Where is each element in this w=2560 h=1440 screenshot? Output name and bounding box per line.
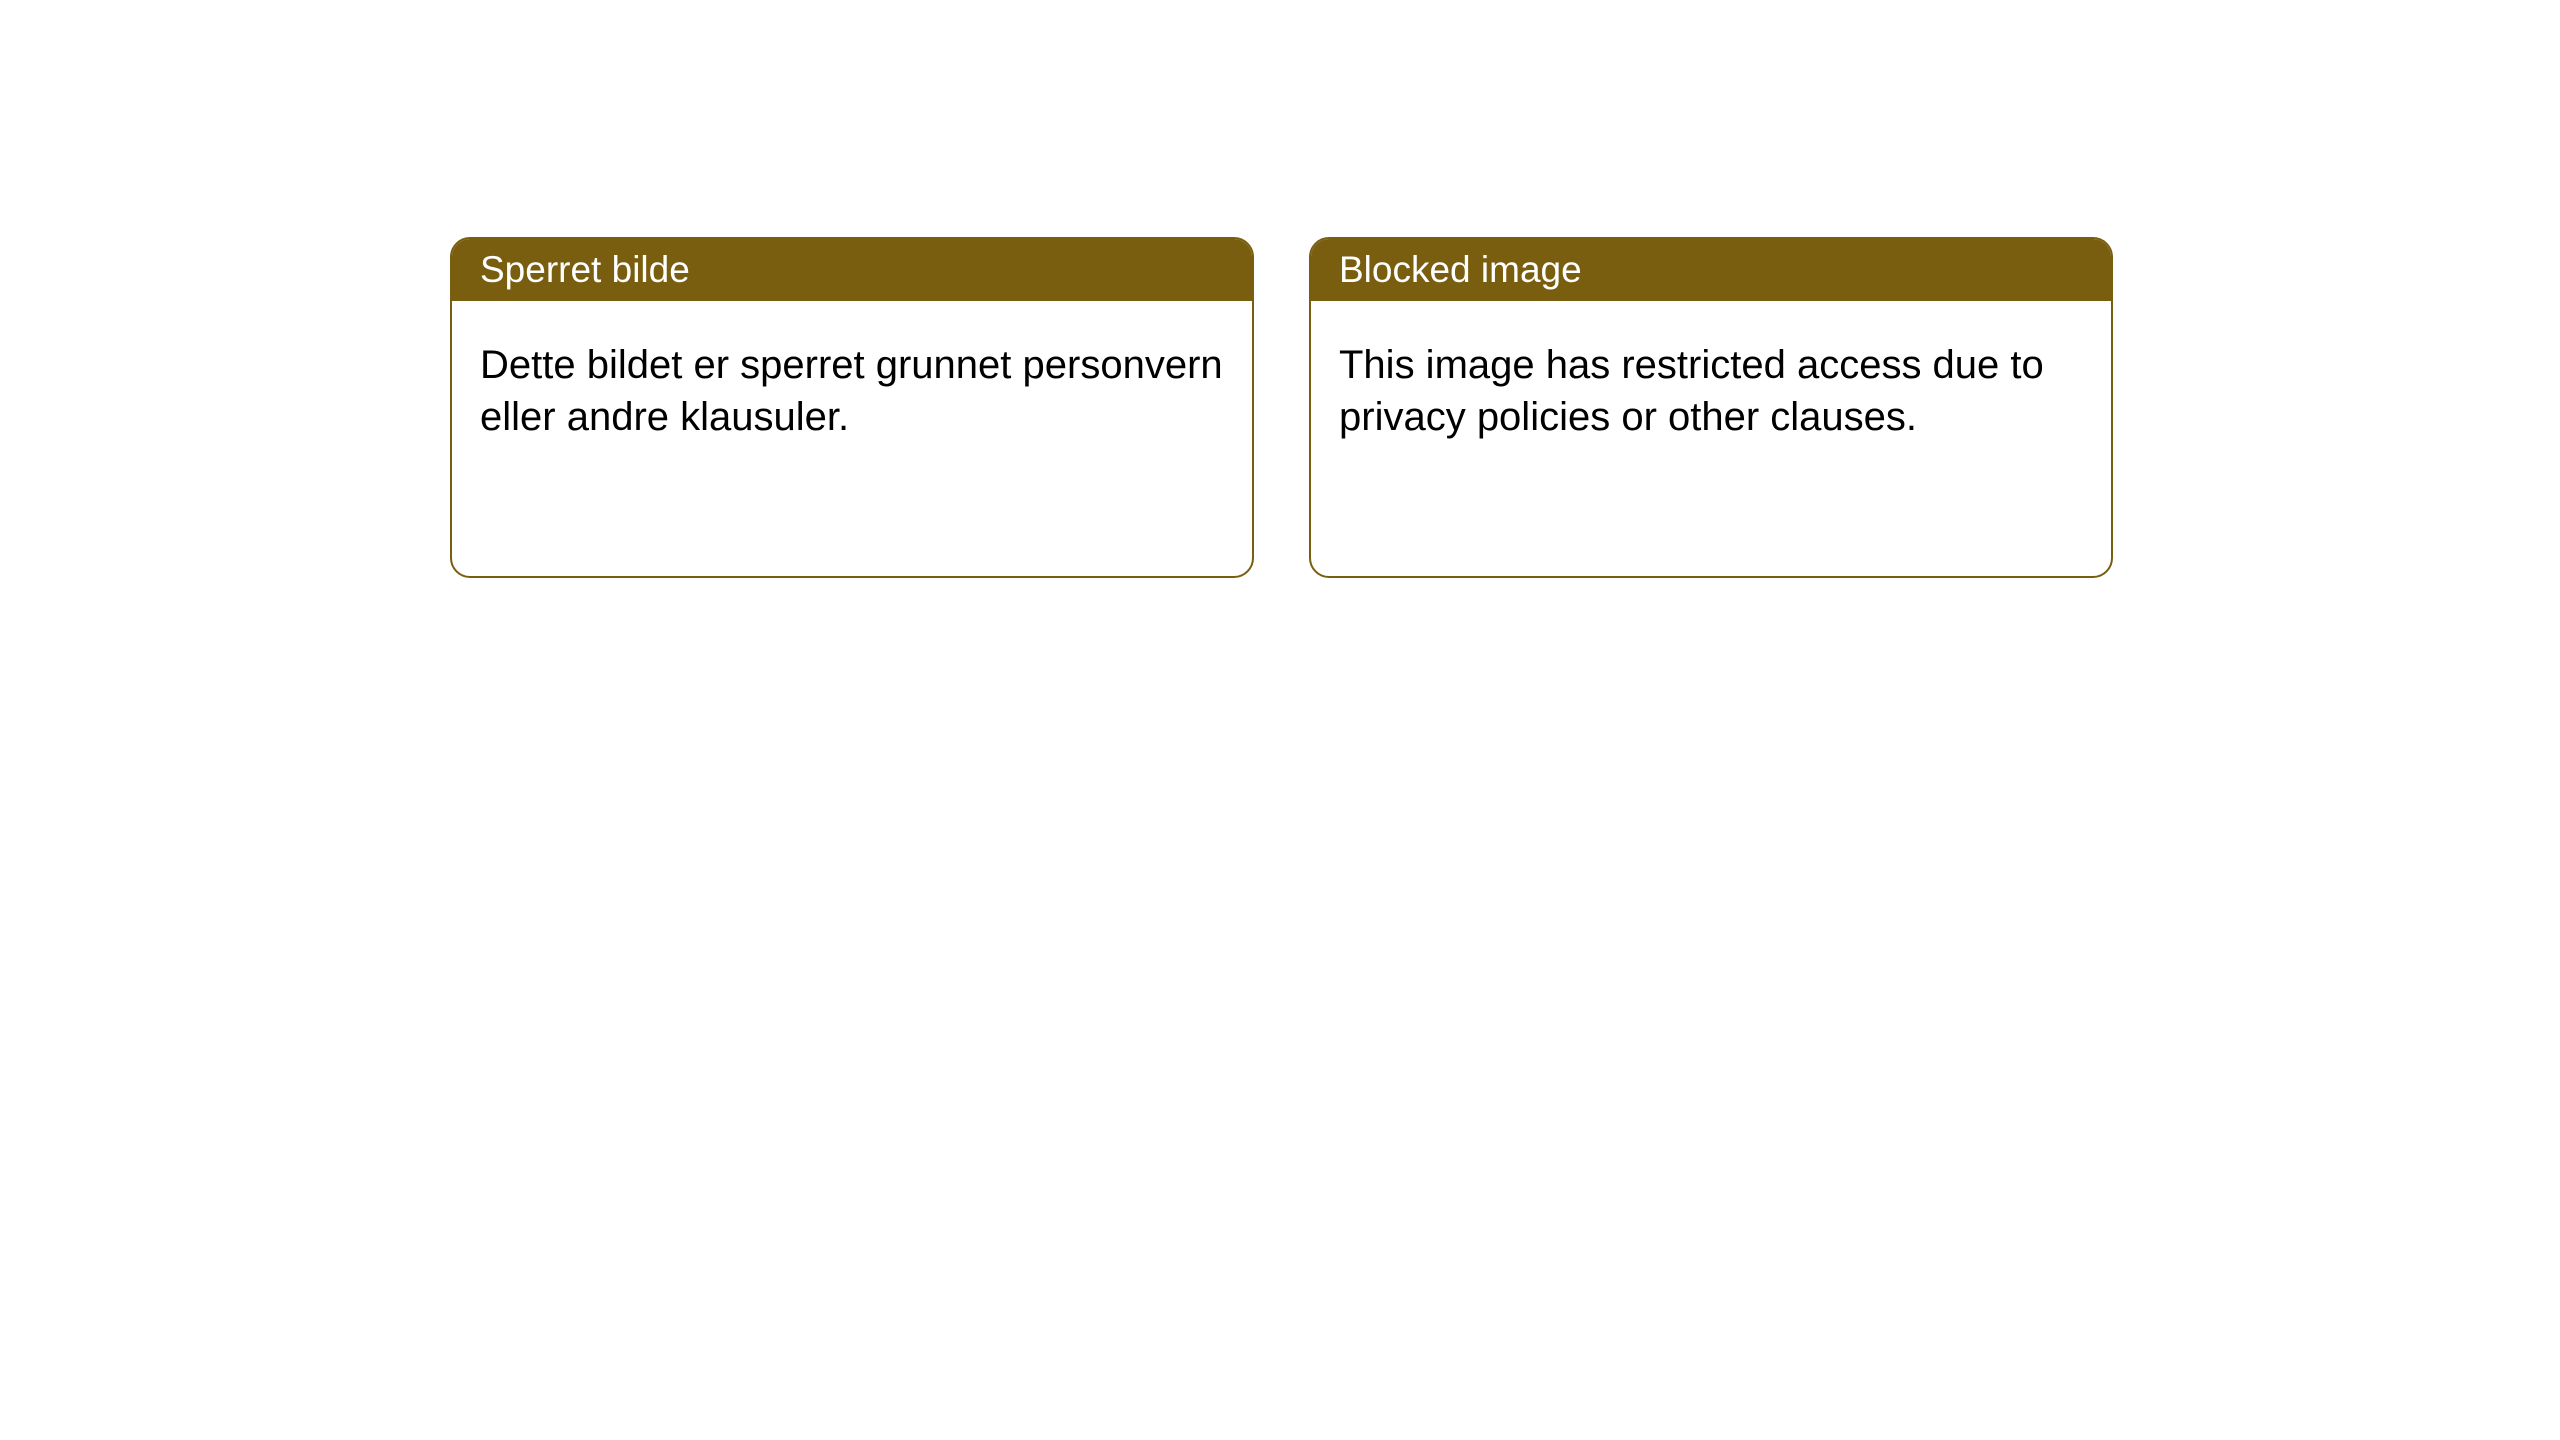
card-header: Blocked image [1311, 239, 2111, 301]
notice-cards-container: Sperret bilde Dette bildet er sperret gr… [0, 0, 2560, 578]
card-title: Sperret bilde [480, 249, 690, 290]
card-title: Blocked image [1339, 249, 1582, 290]
card-body-text: This image has restricted access due to … [1339, 343, 2044, 439]
blocked-image-card-norwegian: Sperret bilde Dette bildet er sperret gr… [450, 237, 1254, 578]
card-body: Dette bildet er sperret grunnet personve… [452, 301, 1252, 576]
card-body: This image has restricted access due to … [1311, 301, 2111, 576]
card-body-text: Dette bildet er sperret grunnet personve… [480, 343, 1223, 439]
card-header: Sperret bilde [452, 239, 1252, 301]
blocked-image-card-english: Blocked image This image has restricted … [1309, 237, 2113, 578]
